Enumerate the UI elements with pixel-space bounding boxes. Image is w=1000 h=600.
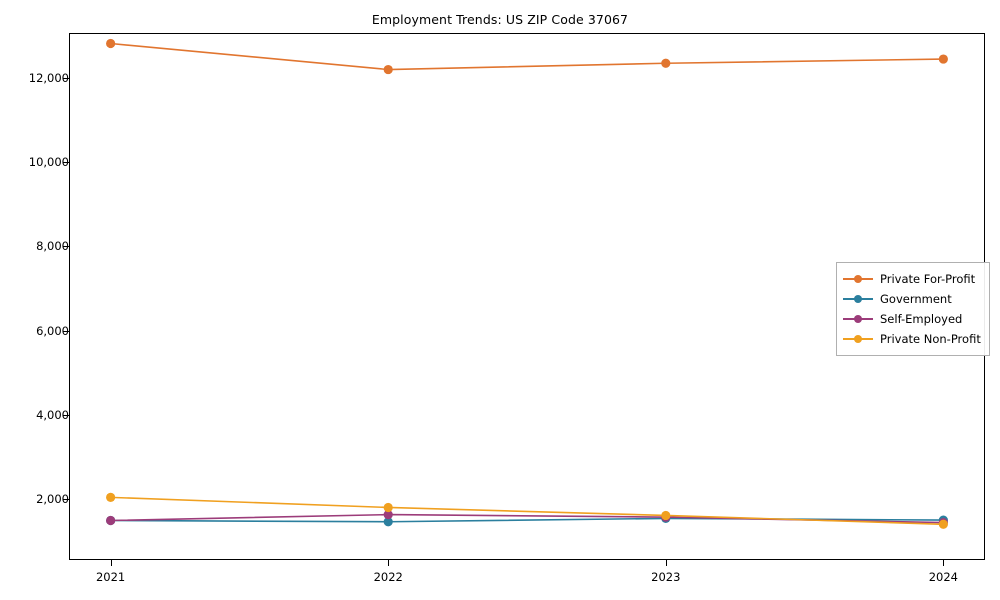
x-axis-tick-mark (665, 560, 667, 566)
y-axis-tick-label: 6,000 (36, 323, 69, 338)
legend-item[interactable]: Self-Employed (843, 309, 981, 329)
legend-item-label: Self-Employed (880, 312, 963, 326)
data-point (938, 519, 948, 529)
y-axis-tick-label: 2,000 (36, 491, 69, 506)
data-point (661, 58, 671, 68)
y-axis-tick-mark (63, 414, 69, 416)
y-axis-tick-label: 4,000 (36, 407, 69, 422)
y-axis-tick-mark (63, 78, 69, 80)
x-axis-tick-label: 2022 (373, 570, 403, 584)
legend-item[interactable]: Private For-Profit (843, 269, 981, 289)
data-point (938, 54, 948, 64)
chart-title: Employment Trends: US ZIP Code 37067 (371, 12, 629, 27)
x-axis-tick-mark (943, 560, 945, 566)
legend-item-label: Private For-Profit (880, 272, 976, 286)
x-axis-tick-mark (388, 560, 390, 566)
series-layer (106, 38, 948, 529)
legend-item[interactable]: Private Non-Profit (843, 329, 981, 349)
legend-marker-icon (843, 272, 873, 286)
legend-item-label: Government (880, 292, 952, 306)
series-private-non-profit (106, 492, 948, 529)
data-point (383, 502, 393, 513)
data-point (383, 510, 393, 520)
legend-item-label: Private Non-Profit (880, 332, 981, 346)
legend-item[interactable]: Government (843, 289, 981, 309)
chart-legend: Private For-Profit Government Self-Employe… (836, 262, 990, 356)
y-axis-tick-label: 10,000 (28, 155, 69, 170)
y-axis-tick-mark (63, 162, 69, 164)
y-axis-tick-mark (63, 246, 69, 248)
y-axis-tick-mark (63, 498, 69, 500)
data-point (383, 64, 393, 75)
series-line (109, 42, 945, 71)
legend-marker-icon (843, 292, 873, 306)
x-axis-tick-label: 2021 (95, 570, 126, 584)
legend-marker-icon (843, 332, 873, 346)
data-point (383, 517, 393, 527)
y-axis-tick-label: 12,000 (28, 71, 69, 86)
y-axis-tick-label: 8,000 (36, 239, 69, 254)
x-axis-tick-label: 2023 (651, 570, 681, 584)
x-axis-tick-label: 2024 (928, 570, 958, 584)
data-point (106, 492, 116, 502)
series-line (109, 496, 945, 526)
data-point (106, 38, 116, 49)
x-axis-tick-mark (110, 560, 112, 566)
plot-area (69, 33, 985, 560)
data-point (661, 510, 671, 521)
series-private-for-profit (106, 38, 948, 75)
y-axis-tick-mark (63, 330, 69, 332)
data-point (106, 515, 116, 526)
legend-marker-icon (843, 312, 873, 326)
